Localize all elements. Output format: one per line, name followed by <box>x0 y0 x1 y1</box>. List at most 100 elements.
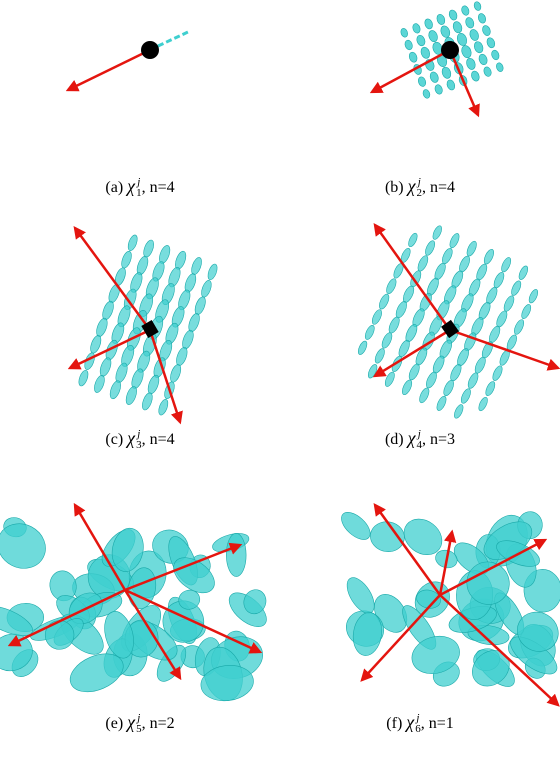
lobe <box>89 334 103 354</box>
lobe <box>500 256 513 273</box>
lobe <box>452 20 464 34</box>
lobe <box>465 240 478 258</box>
lobe <box>434 84 444 96</box>
lobe <box>502 294 516 312</box>
lobe <box>453 403 465 419</box>
lobe <box>441 66 453 80</box>
lobe <box>473 40 485 54</box>
lobe <box>456 32 469 47</box>
lobe <box>517 265 529 281</box>
lobe <box>363 324 376 341</box>
lobe <box>512 318 525 335</box>
lobe <box>466 371 480 389</box>
lobe <box>394 300 409 320</box>
suffix: , n=4 <box>142 431 175 448</box>
lobe <box>436 13 447 25</box>
axis-arrow <box>450 50 478 115</box>
lobe <box>356 340 368 356</box>
caption: (b) χj2, n=4 <box>280 176 560 199</box>
lobe <box>491 364 504 381</box>
lobe <box>431 224 443 240</box>
lobe <box>168 363 182 383</box>
lobe <box>423 18 433 30</box>
lobe <box>427 29 439 43</box>
lobe <box>460 44 473 59</box>
lobe <box>481 24 491 36</box>
symbol: χ <box>127 176 135 196</box>
lobe <box>92 374 106 394</box>
lobe <box>440 247 454 265</box>
lobe <box>478 53 489 66</box>
renderings <box>0 1 560 705</box>
panel-label: (d) <box>385 431 404 448</box>
panel-label: (f) <box>386 715 402 732</box>
lobe <box>100 300 115 321</box>
caption: (c) χj3, n=4 <box>0 428 280 451</box>
lobe <box>448 232 461 249</box>
lobe <box>400 27 409 38</box>
symbol: χ <box>408 428 416 448</box>
suffix: , n=3 <box>422 431 455 448</box>
lobe <box>495 309 510 328</box>
lobe <box>377 293 391 311</box>
lobe <box>94 317 109 338</box>
lobe <box>206 263 219 281</box>
lobe <box>407 232 419 248</box>
lobe <box>120 250 134 269</box>
lobe <box>180 329 195 350</box>
panel-label: (b) <box>385 179 404 196</box>
lobe <box>510 279 523 296</box>
lobe <box>435 395 448 412</box>
lobe <box>473 1 482 12</box>
axis-arrow <box>68 50 150 90</box>
lobe <box>465 57 477 71</box>
lobe <box>174 346 189 367</box>
lobe <box>505 334 519 352</box>
lobe <box>482 248 495 266</box>
lobe <box>408 269 423 288</box>
lobe <box>448 363 463 383</box>
lobe <box>464 16 475 29</box>
panel-label: (a) <box>105 179 123 196</box>
panel-label: (c) <box>105 431 123 448</box>
lobe <box>200 279 214 298</box>
lobe <box>473 356 488 375</box>
lobe <box>487 325 502 345</box>
lobe <box>477 13 487 25</box>
lobe <box>412 23 422 35</box>
lobe <box>337 507 375 544</box>
lobe <box>490 49 500 61</box>
suffix: , n=2 <box>142 715 175 732</box>
lobe <box>439 25 451 39</box>
symbol: χ <box>127 428 135 448</box>
symbol: χ <box>406 712 414 732</box>
lobe <box>470 70 480 82</box>
symbol: χ <box>127 712 135 732</box>
lobe <box>415 34 426 47</box>
page: {"figure": {"panels": [ {"label": "(a)",… <box>0 0 560 761</box>
lobe <box>477 396 489 412</box>
lobe <box>387 315 402 334</box>
lobe <box>483 66 493 78</box>
lobe <box>418 387 431 405</box>
lobe <box>495 62 504 73</box>
lobe <box>448 9 458 21</box>
suffix: , n=4 <box>422 179 455 196</box>
lobe <box>416 254 430 272</box>
lobe <box>142 239 156 259</box>
lobe <box>226 533 246 576</box>
lobe <box>140 391 154 411</box>
suffix: , n=4 <box>142 179 175 196</box>
lobe <box>401 284 416 304</box>
lobe <box>442 379 456 397</box>
lobe <box>446 79 456 91</box>
symbol: χ <box>408 176 416 196</box>
lobe <box>368 519 407 554</box>
lobe <box>420 46 432 60</box>
lobe <box>422 89 431 100</box>
lobe <box>468 28 480 42</box>
lobe <box>404 39 414 51</box>
lobe <box>45 620 74 649</box>
lobe <box>417 76 427 88</box>
